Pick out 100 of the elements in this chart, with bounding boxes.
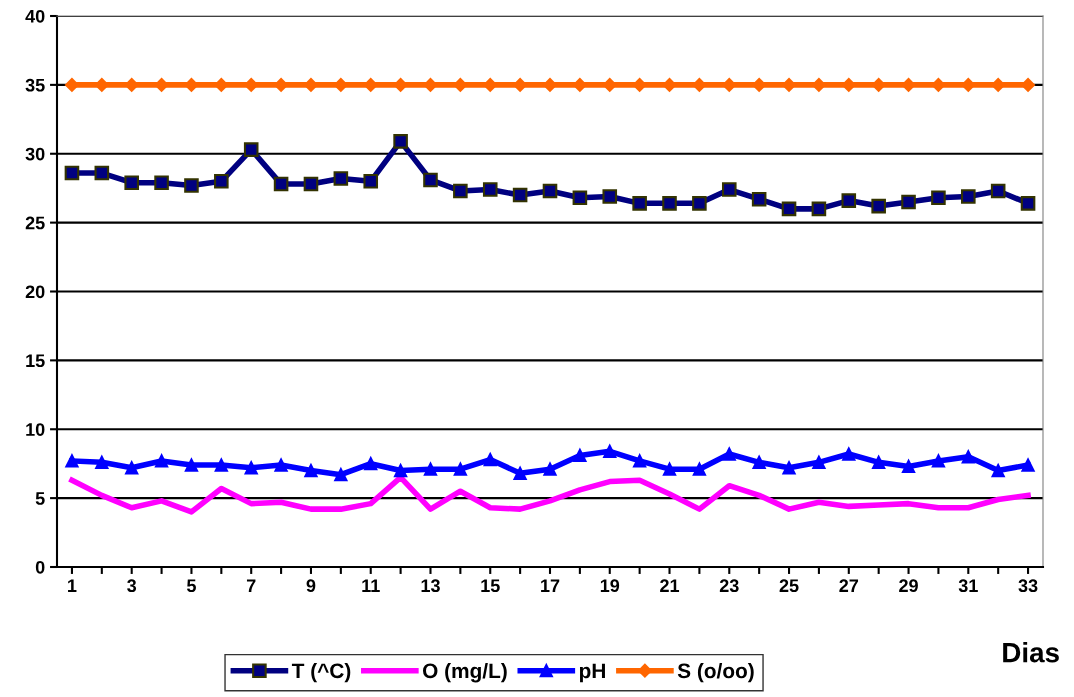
point — [65, 454, 79, 468]
x-tick-label: 1 — [68, 579, 77, 592]
point — [394, 463, 408, 478]
point — [1021, 458, 1035, 472]
legend-label: T (^C) — [291, 662, 351, 683]
point — [95, 455, 109, 469]
point — [364, 457, 378, 471]
y-tick-label: 40 — [25, 9, 45, 23]
point — [1021, 77, 1035, 92]
point — [214, 77, 229, 92]
point — [393, 134, 408, 149]
point — [482, 182, 498, 197]
point — [602, 77, 617, 92]
point — [513, 77, 528, 92]
point — [662, 462, 677, 476]
point — [453, 462, 467, 476]
x-tick-label: 25 — [779, 579, 799, 593]
point — [781, 201, 797, 217]
y-tick-label: 25 — [25, 216, 45, 230]
x-axis-title: Dias — [1003, 642, 1059, 663]
point — [333, 77, 348, 92]
point — [64, 165, 80, 181]
point — [363, 174, 379, 189]
point — [244, 461, 258, 475]
point — [273, 176, 289, 192]
point — [901, 459, 916, 474]
point — [363, 77, 378, 92]
point — [124, 175, 139, 190]
point — [901, 77, 916, 92]
point — [303, 176, 319, 192]
point — [543, 462, 557, 476]
point — [782, 461, 796, 475]
point — [751, 191, 767, 207]
x-tick-label: 29 — [899, 579, 918, 593]
point — [991, 463, 1005, 478]
point — [961, 77, 976, 92]
x-tick-label: 21 — [660, 579, 680, 592]
legend-label: S (o/oo) — [677, 662, 754, 683]
point — [572, 77, 587, 92]
point — [721, 182, 737, 197]
y-tick-label: 10 — [26, 423, 45, 436]
y-tick-label: 5 — [35, 492, 45, 505]
point — [752, 455, 766, 469]
point — [990, 183, 1006, 199]
point — [633, 454, 647, 468]
point — [842, 447, 856, 461]
point — [722, 77, 737, 92]
point — [692, 77, 707, 92]
x-tick-label: 19 — [600, 579, 620, 593]
y-tick-label: 15 — [26, 354, 45, 368]
point — [94, 77, 109, 92]
point — [453, 183, 468, 199]
point — [662, 77, 677, 92]
point — [513, 466, 527, 480]
point — [692, 462, 706, 476]
point — [274, 458, 288, 472]
x-tick-label: 27 — [839, 579, 859, 592]
point — [1020, 196, 1036, 211]
point — [154, 77, 169, 92]
point — [94, 165, 110, 181]
point — [841, 77, 856, 92]
point — [931, 190, 946, 206]
point — [214, 174, 229, 189]
x-tick-label: 31 — [958, 579, 978, 593]
point — [841, 193, 857, 208]
y-tick-label: 20 — [25, 285, 45, 299]
point — [243, 142, 259, 157]
point — [752, 77, 767, 92]
point — [423, 172, 438, 188]
y-tick-label: 0 — [35, 560, 45, 574]
point — [124, 77, 139, 92]
point — [931, 77, 946, 92]
point — [483, 452, 497, 467]
point — [483, 77, 498, 92]
point — [304, 77, 318, 92]
point — [872, 455, 886, 469]
x-tick-label: 5 — [186, 579, 196, 593]
x-tick-label: 7 — [246, 579, 256, 592]
x-tick-label: 13 — [421, 579, 440, 593]
x-tick-label: 3 — [127, 579, 137, 593]
point — [812, 455, 826, 469]
point — [871, 77, 886, 92]
point — [214, 458, 228, 472]
point — [304, 463, 318, 478]
point — [662, 196, 677, 211]
point — [184, 458, 199, 472]
point — [602, 189, 618, 204]
point — [423, 77, 438, 92]
point — [871, 198, 886, 214]
x-tick-label: 9 — [306, 579, 316, 593]
point — [184, 178, 199, 193]
point — [423, 462, 438, 476]
point — [901, 194, 916, 210]
point — [393, 77, 408, 92]
y-tick-label: 30 — [25, 147, 45, 161]
point — [722, 447, 736, 461]
point — [782, 77, 796, 92]
point — [603, 444, 617, 458]
point — [811, 201, 827, 217]
x-tick-label: 33 — [1018, 579, 1038, 593]
